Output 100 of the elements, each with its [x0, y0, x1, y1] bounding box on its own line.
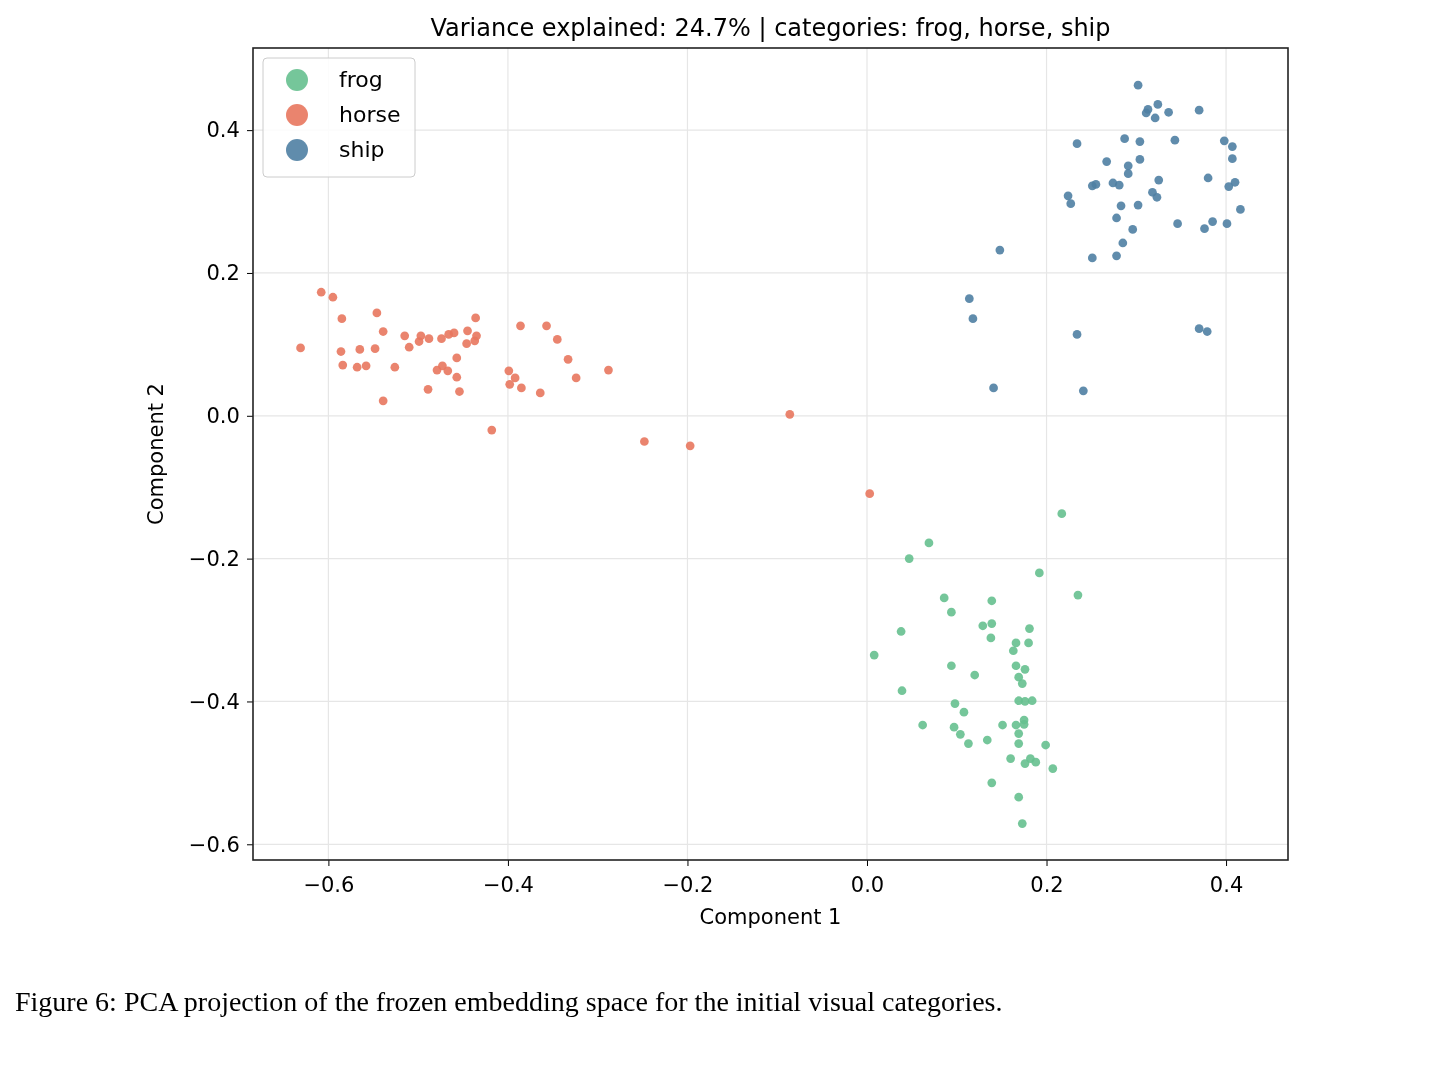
point: [416, 331, 426, 341]
point: [1025, 624, 1034, 633]
point: [1222, 219, 1232, 229]
y-tick-label: −0.4: [188, 689, 240, 714]
point: [986, 633, 996, 643]
point: [463, 326, 472, 336]
point: [1200, 224, 1209, 234]
point: [361, 361, 371, 371]
point: [896, 627, 906, 636]
y-axis-title: Component 2: [144, 383, 168, 525]
point: [1014, 792, 1024, 802]
point: [1152, 192, 1162, 202]
point: [1112, 213, 1121, 223]
x-tick-label: −0.2: [662, 873, 714, 898]
x-tick-label: 0.0: [850, 873, 885, 898]
y-tick-label: −0.6: [188, 832, 240, 857]
point: [1141, 108, 1151, 118]
point: [423, 385, 433, 394]
point: [438, 361, 447, 371]
point: [1150, 113, 1160, 123]
point: [1011, 720, 1021, 730]
point: [1014, 672, 1024, 682]
y-tick-label: 0.4: [206, 118, 240, 143]
point: [685, 441, 695, 451]
point: [1011, 638, 1021, 648]
point: [1133, 200, 1143, 210]
legend-label: frog: [339, 67, 383, 92]
point: [1019, 719, 1029, 729]
point: [1017, 679, 1027, 688]
point: [404, 342, 414, 352]
y-tick-label: −0.2: [188, 546, 240, 571]
point: [869, 650, 879, 660]
point: [987, 596, 997, 606]
point: [1123, 161, 1133, 171]
chart-title: Variance explained: 24.7% | categories: frog, horse, ship: [430, 14, 1111, 42]
point: [370, 344, 380, 354]
point: [452, 372, 462, 382]
y-tick-label: 0.0: [206, 404, 240, 429]
point: [1014, 729, 1024, 738]
point: [1072, 139, 1082, 149]
x-tick-label: −0.4: [482, 873, 534, 898]
point: [355, 345, 365, 354]
point: [1087, 253, 1097, 263]
point: [328, 292, 338, 302]
point: [1227, 142, 1237, 151]
point: [1154, 175, 1164, 185]
point: [504, 366, 514, 376]
point: [1164, 107, 1173, 117]
point: [542, 321, 551, 331]
point: [487, 425, 497, 435]
point: [640, 437, 649, 446]
point: [1031, 757, 1041, 767]
point: [1017, 819, 1027, 828]
point: [1034, 568, 1044, 578]
point: [505, 380, 515, 389]
point: [1024, 638, 1033, 648]
point: [987, 619, 997, 628]
point: [1063, 191, 1073, 201]
point: [1020, 697, 1030, 706]
point: [372, 308, 382, 318]
point: [378, 327, 388, 336]
point: [604, 365, 613, 375]
point: [1203, 173, 1213, 183]
point: [516, 321, 525, 331]
point: [1194, 105, 1204, 115]
point: [1011, 661, 1021, 671]
point: [455, 387, 464, 396]
x-tick-label: 0.2: [1030, 873, 1064, 898]
point: [462, 339, 472, 349]
point: [1006, 754, 1015, 763]
point: [337, 314, 347, 324]
point: [1224, 182, 1234, 191]
point: [424, 334, 434, 344]
point: [390, 362, 400, 372]
point: [1153, 100, 1163, 109]
point: [1202, 327, 1212, 336]
point: [904, 554, 914, 563]
point: [552, 335, 562, 344]
x-tick-label: −0.6: [303, 873, 355, 898]
point: [1219, 136, 1229, 146]
caption: Figure 6: PCA projection of the frozen embedding space for the initial visual categories.: [15, 985, 1004, 1019]
point: [1135, 137, 1145, 146]
y-tick-label: 0.2: [206, 261, 240, 286]
point: [338, 360, 348, 370]
point: [510, 373, 520, 383]
point: [535, 388, 545, 398]
point: [336, 347, 346, 356]
point: [1091, 180, 1101, 189]
point: [1194, 324, 1204, 334]
point: [352, 362, 362, 372]
point: [1120, 134, 1129, 144]
point: [571, 373, 581, 383]
point: [449, 328, 459, 338]
point: [970, 670, 980, 680]
point: [1135, 155, 1145, 164]
point: [316, 287, 326, 297]
point: [1118, 238, 1128, 248]
point: [947, 607, 956, 617]
point: [1236, 205, 1245, 214]
point: [998, 720, 1007, 730]
